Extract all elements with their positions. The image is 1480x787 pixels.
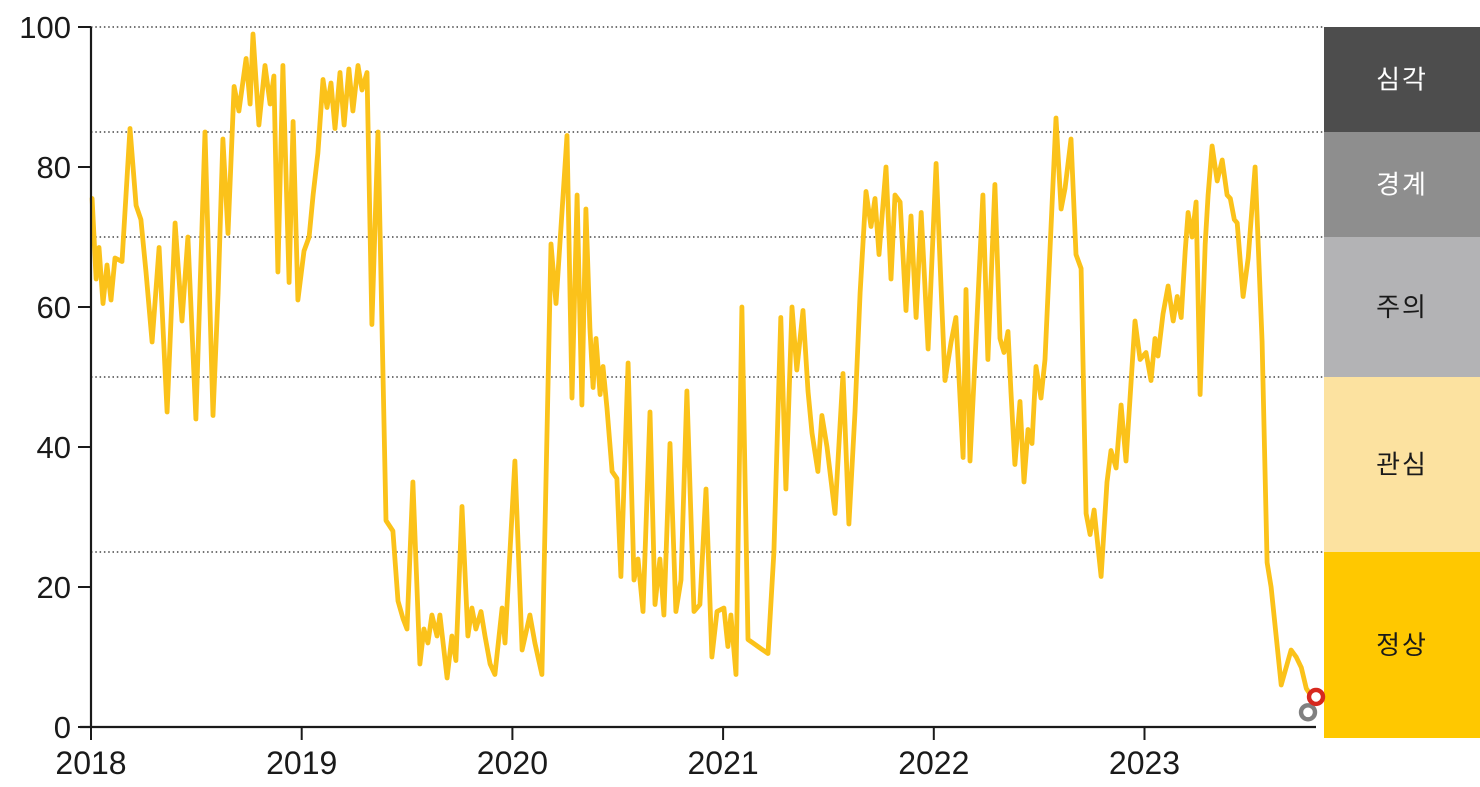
risk-band-2 [1324,132,1480,237]
risk-band-4 [1324,377,1480,552]
x-axis-labels: 2018 2019 2020 2021 2022 2023 [55,745,1180,781]
x-axis-label-2018: 2018 [55,745,126,781]
previous-point-marker [1298,703,1318,722]
risk-band-label: 주의 [1376,292,1428,322]
latest-value-markers [1298,687,1326,722]
risk-band-label: 경계 [1376,170,1428,200]
risk-band-label: 관심 [1376,450,1428,480]
y-axis-label-40: 40 [37,430,71,465]
index-line-series [89,31,1316,702]
y-axis-label-80: 80 [37,150,71,185]
y-axis-label-0: 0 [54,710,71,745]
risk-band-label: 심각 [1376,65,1428,95]
y-axis-label-100: 100 [19,10,71,45]
x-axis-label-2021: 2021 [688,745,759,781]
y-axis-label-60: 60 [37,290,71,325]
risk-band-3 [1324,237,1480,377]
risk-band-label: 정상 [1376,630,1428,660]
y-axis-label-20: 20 [37,570,71,605]
latest-point-marker [1306,687,1326,707]
risk-band-1 [1324,27,1480,132]
x-axis-label-2022: 2022 [898,745,969,781]
series-path [89,31,1316,702]
y-axis-labels: 0 20 40 60 80 100 [19,10,71,745]
x-axis-label-2023: 2023 [1109,745,1180,781]
axes [78,26,1316,740]
x-axis-label-2019: 2019 [266,745,337,781]
x-axis-label-2020: 2020 [477,745,548,781]
risk-band-5 [1324,552,1480,738]
